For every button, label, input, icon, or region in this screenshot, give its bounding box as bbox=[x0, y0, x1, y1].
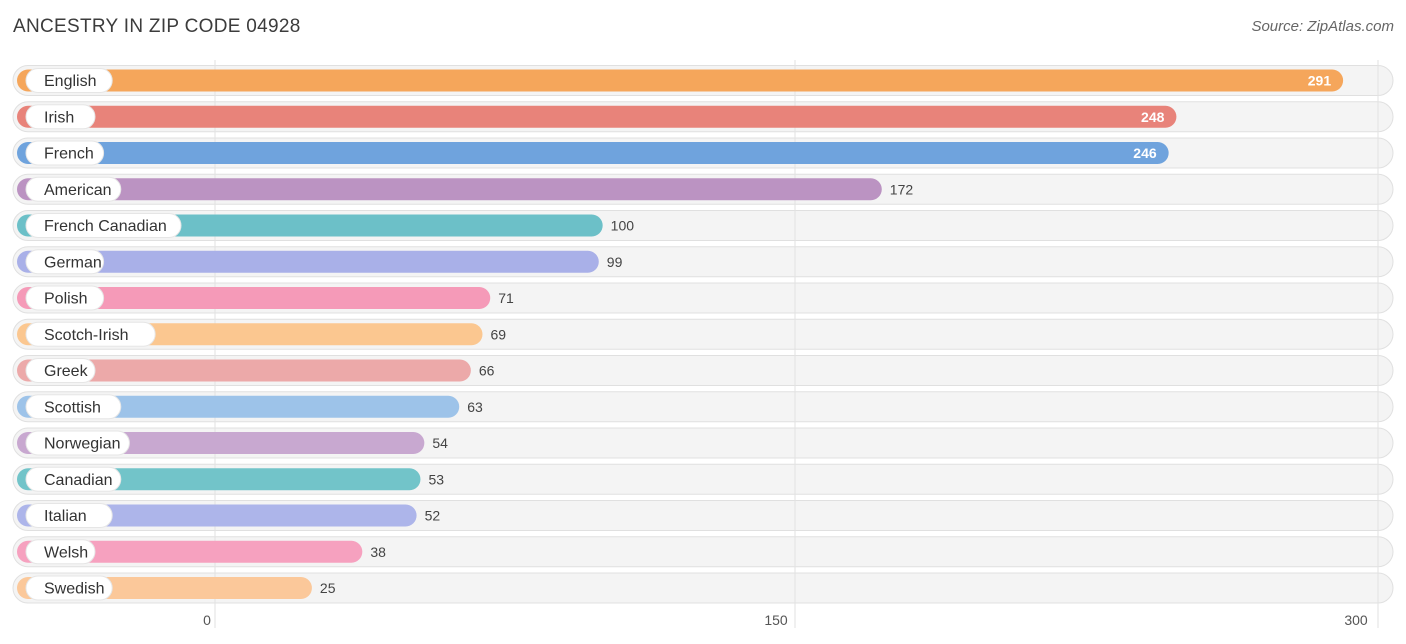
category-label-pill bbox=[25, 394, 122, 420]
category-label: German bbox=[44, 254, 102, 271]
category-label-pill bbox=[25, 249, 105, 275]
value-label: 53 bbox=[428, 471, 444, 487]
category-label: Polish bbox=[44, 291, 88, 308]
row-background bbox=[12, 572, 1394, 604]
category-label-pill bbox=[25, 68, 113, 93]
bars: English 291 Irish 248 French 246 American 172 Fr… bbox=[17, 68, 1344, 601]
category-label-pill bbox=[25, 503, 113, 528]
category-label-pill bbox=[25, 140, 105, 166]
value-label: 25 bbox=[320, 580, 336, 596]
bar[interactable] bbox=[17, 504, 417, 527]
category-label-pill bbox=[25, 430, 130, 456]
category-label: Norwegian bbox=[44, 436, 120, 453]
category-label: Swedish bbox=[44, 581, 104, 598]
value-label: 52 bbox=[425, 508, 441, 524]
value-label: 54 bbox=[432, 435, 448, 451]
bar[interactable] bbox=[17, 142, 1169, 164]
category-label: Irish bbox=[44, 109, 74, 126]
value-label: 38 bbox=[370, 544, 386, 560]
category-label: Greek bbox=[44, 363, 89, 380]
value-label: 66 bbox=[479, 363, 495, 379]
category-label: Italian bbox=[44, 508, 87, 525]
category-label-pill bbox=[25, 285, 105, 311]
bar[interactable] bbox=[17, 359, 471, 382]
category-label: English bbox=[44, 73, 96, 90]
value-label: 246 bbox=[1133, 145, 1157, 161]
category-label-pill bbox=[25, 176, 122, 202]
category-label-pill bbox=[25, 321, 156, 347]
bar[interactable] bbox=[17, 395, 460, 418]
value-label: 71 bbox=[498, 290, 514, 306]
value-label: 99 bbox=[607, 254, 623, 270]
bar[interactable] bbox=[17, 105, 1177, 128]
x-axis-ticks: 0 150 300 bbox=[203, 612, 1368, 628]
category-label: American bbox=[44, 182, 112, 199]
source-label: Source: ZipAtlas.com bbox=[1251, 18, 1394, 35]
category-label: Canadian bbox=[44, 472, 113, 489]
bar[interactable] bbox=[17, 178, 882, 201]
x-tick-label: 0 bbox=[203, 612, 211, 628]
category-label-pill bbox=[25, 575, 113, 601]
x-tick-label: 150 bbox=[764, 612, 788, 628]
value-label: 100 bbox=[611, 218, 635, 234]
category-label-pill bbox=[25, 539, 96, 565]
value-label: 69 bbox=[490, 326, 506, 342]
category-label: French bbox=[44, 146, 94, 163]
category-label-pill bbox=[25, 213, 182, 238]
value-label: 291 bbox=[1308, 73, 1332, 89]
value-label: 172 bbox=[890, 181, 914, 197]
bar[interactable] bbox=[17, 540, 363, 563]
bar[interactable] bbox=[17, 69, 1344, 92]
category-label: Scottish bbox=[44, 399, 101, 416]
category-label: Welsh bbox=[44, 544, 88, 561]
bar[interactable] bbox=[17, 287, 491, 309]
value-label: 63 bbox=[467, 399, 483, 415]
bar[interactable] bbox=[17, 250, 599, 273]
chart-title: ANCESTRY IN ZIP CODE 04928 bbox=[13, 16, 301, 37]
category-label-pill bbox=[25, 466, 122, 492]
category-label: Scotch-Irish bbox=[44, 327, 128, 344]
category-label-pill bbox=[25, 358, 96, 383]
x-tick-label: 300 bbox=[1344, 612, 1368, 628]
value-label: 248 bbox=[1141, 109, 1165, 125]
category-label: French Canadian bbox=[44, 218, 167, 235]
category-label-pill bbox=[25, 104, 96, 130]
